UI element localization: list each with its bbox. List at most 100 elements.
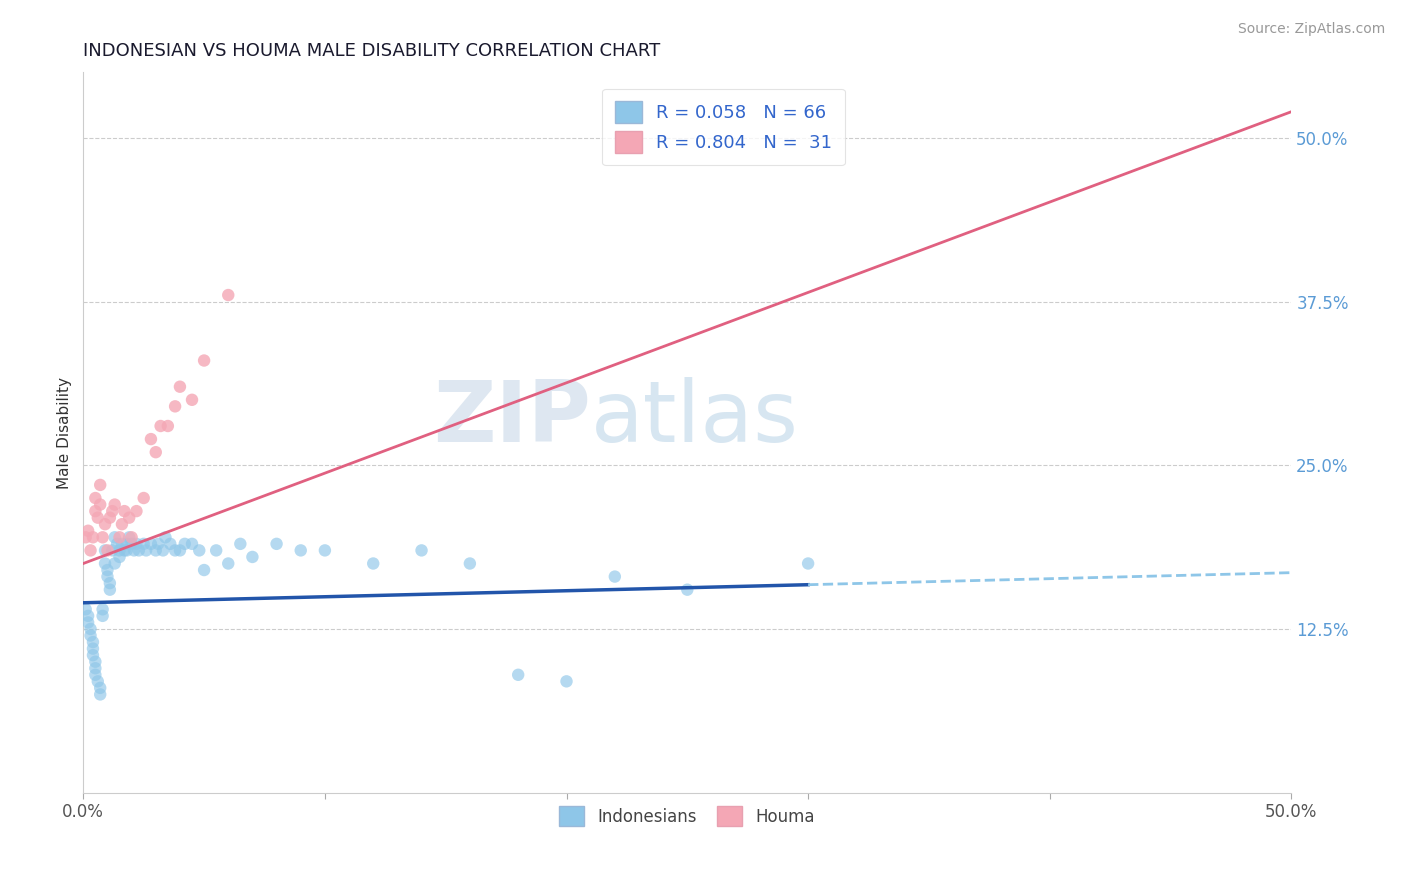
Point — [89, 681, 111, 695]
Point — [145, 445, 167, 459]
Point — [149, 419, 172, 434]
Point — [555, 674, 578, 689]
Point — [98, 582, 121, 597]
Point — [79, 543, 101, 558]
Point — [128, 543, 150, 558]
Point — [603, 569, 626, 583]
Point — [242, 549, 264, 564]
Point — [108, 549, 131, 564]
Point — [125, 537, 148, 551]
Text: Source: ZipAtlas.com: Source: ZipAtlas.com — [1237, 22, 1385, 37]
Point — [169, 543, 191, 558]
Text: INDONESIAN VS HOUMA MALE DISABILITY CORRELATION CHART: INDONESIAN VS HOUMA MALE DISABILITY CORR… — [83, 42, 661, 60]
Point — [98, 510, 121, 524]
Point — [115, 537, 138, 551]
Point — [77, 615, 100, 630]
Point — [82, 641, 104, 656]
Point — [91, 602, 114, 616]
Point — [121, 530, 143, 544]
Point — [205, 543, 228, 558]
Text: atlas: atlas — [591, 376, 799, 459]
Point — [181, 392, 204, 407]
Point — [79, 622, 101, 636]
Point — [118, 530, 141, 544]
Point — [173, 537, 195, 551]
Point — [89, 688, 111, 702]
Point — [108, 543, 131, 558]
Point — [290, 543, 312, 558]
Point — [797, 557, 820, 571]
Point — [94, 517, 117, 532]
Point — [132, 537, 155, 551]
Point — [84, 668, 107, 682]
Legend: Indonesians, Houma: Indonesians, Houma — [551, 797, 824, 835]
Point — [193, 563, 215, 577]
Point — [89, 498, 111, 512]
Point — [411, 543, 433, 558]
Point — [188, 543, 211, 558]
Point — [94, 557, 117, 571]
Point — [77, 608, 100, 623]
Point — [676, 582, 699, 597]
Text: ZIP: ZIP — [433, 376, 591, 459]
Point — [152, 543, 174, 558]
Point — [169, 380, 191, 394]
Point — [84, 504, 107, 518]
Point — [79, 628, 101, 642]
Point — [101, 543, 124, 558]
Point — [165, 543, 187, 558]
Point — [112, 543, 135, 558]
Point — [96, 543, 118, 558]
Point — [82, 530, 104, 544]
Point — [89, 478, 111, 492]
Point — [91, 608, 114, 623]
Point — [104, 530, 127, 544]
Point — [118, 510, 141, 524]
Point — [156, 419, 179, 434]
Point — [77, 524, 100, 538]
Point — [111, 517, 134, 532]
Point — [84, 661, 107, 675]
Point — [122, 543, 145, 558]
Point — [132, 491, 155, 505]
Point — [145, 543, 167, 558]
Point — [112, 504, 135, 518]
Point — [121, 537, 143, 551]
Point — [98, 576, 121, 591]
Point — [165, 400, 187, 414]
Point — [217, 557, 239, 571]
Y-axis label: Male Disability: Male Disability — [58, 376, 72, 489]
Point — [75, 530, 97, 544]
Point — [159, 537, 181, 551]
Point — [94, 543, 117, 558]
Point — [125, 504, 148, 518]
Point — [508, 668, 530, 682]
Point — [155, 530, 177, 544]
Point — [361, 557, 384, 571]
Point — [266, 537, 288, 551]
Point — [104, 557, 127, 571]
Point — [314, 543, 336, 558]
Point — [104, 498, 127, 512]
Point — [105, 537, 128, 551]
Point — [217, 288, 239, 302]
Point — [91, 530, 114, 544]
Point — [458, 557, 481, 571]
Point — [139, 432, 162, 446]
Point — [84, 655, 107, 669]
Point — [193, 353, 215, 368]
Point — [115, 543, 138, 558]
Point — [96, 569, 118, 583]
Point — [148, 537, 170, 551]
Point — [87, 510, 110, 524]
Point — [82, 648, 104, 662]
Point — [229, 537, 252, 551]
Point — [87, 674, 110, 689]
Point — [181, 537, 204, 551]
Point — [75, 602, 97, 616]
Point — [108, 530, 131, 544]
Point — [101, 504, 124, 518]
Point — [82, 635, 104, 649]
Point — [111, 537, 134, 551]
Point — [84, 491, 107, 505]
